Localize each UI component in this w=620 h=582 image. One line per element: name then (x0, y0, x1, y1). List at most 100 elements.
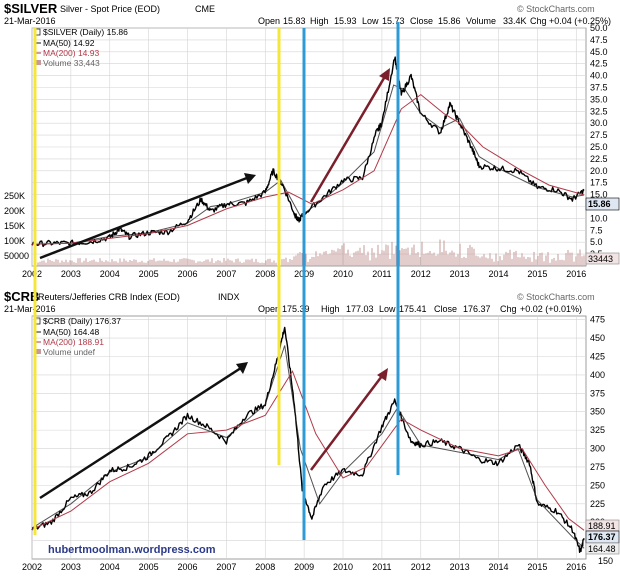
silver-high-label: High (310, 16, 329, 26)
crb-chg-value: +0.02 (+0.01%) (520, 304, 582, 314)
silver-volume-label: Volume (466, 16, 496, 26)
silver-y-tick-label: 5.0 (590, 237, 603, 247)
silver-x-tick-label: 2008 (255, 269, 275, 279)
crb-arrow-black (39, 362, 248, 500)
silver-gridlines (31, 27, 586, 266)
crb-quote: Open 175.39 High 177.03 Low 175.41 Close… (258, 304, 582, 314)
silver-x-tick-label: 2010 (333, 269, 353, 279)
silver-quote: Open 15.83 High 15.93 Low 15.73 Close 15… (258, 16, 611, 26)
crb-x-tick-label: 2011 (372, 562, 391, 572)
vertical-markers (33, 22, 400, 540)
silver-y-tick-label: 50.0 (590, 23, 608, 33)
crb-x-tick-label: 2014 (489, 562, 509, 572)
silver-arrow-red (309, 68, 390, 203)
crb-last-price-label: 176.37 (588, 532, 616, 542)
silver-last-price-label: 15.86 (588, 199, 611, 209)
silver-ma50-line (31, 84, 585, 245)
crb-y-tick-label: 375 (590, 388, 605, 398)
silver-legend-label: MA(200) 14.93 (43, 48, 99, 58)
crb-ma200-line (31, 370, 585, 531)
silver-y-tick-label: 32.5 (590, 106, 608, 116)
crb-legend-label: $CRB (Daily) 176.37 (43, 316, 121, 326)
silver-close-label: Close (410, 16, 433, 26)
silver-x-tick-label: 2007 (216, 269, 236, 279)
silver-y-tick-label: 27.5 (590, 130, 608, 140)
silver-arrow-red-shaft (309, 72, 389, 203)
crb-last-ma50-box (585, 542, 620, 555)
silver-vol-tick-label: 150K (4, 221, 25, 231)
silver-low-label: Low (362, 16, 379, 26)
crb-y-tick-label: 250 (590, 480, 605, 490)
crb-legend-swatch (35, 349, 41, 354)
silver-y-tick-label: 17.5 (590, 178, 608, 188)
silver-chg-value: +0.04 (+0.25%) (549, 16, 611, 26)
silver-x-tick-label: 2014 (489, 269, 509, 279)
crb-x-tick-label: 2010 (333, 562, 353, 572)
silver-volume-value: 33.4K (503, 16, 527, 26)
silver-last-volume-box (585, 252, 620, 265)
blog-watermark: hubertmoolman.wordpress.com (48, 544, 216, 556)
crb-date: 21-Mar-2016 (4, 304, 56, 314)
silver-y-tick-label: 10.0 (590, 213, 608, 223)
silver-exchange: CME (195, 4, 215, 14)
silver-y-tick-label: 25.0 (590, 142, 608, 152)
silver-vol-tick-label: 50000 (4, 251, 29, 261)
crb-arrow-black-shaft (39, 364, 245, 500)
crb-low-value: 175.41 (399, 304, 427, 314)
crb-arrow-black-head (236, 362, 248, 374)
silver-symbol: $SILVER (4, 1, 58, 16)
crb-open-value: 175.39 (282, 304, 310, 314)
silver-title: Silver - Spot Price (EOD) (60, 4, 160, 14)
silver-volume-bars (33, 239, 585, 266)
crb-y-tick-label: 450 (590, 333, 605, 343)
crb-low-label: Low (379, 304, 396, 314)
crb-x-tick-label: 2002 (22, 562, 42, 572)
crb-x-tick-label: 2007 (216, 562, 236, 572)
crb-arrow-red (310, 368, 388, 471)
crb-last-ma50-label: 164.48 (588, 544, 616, 554)
silver-arrow-black-shaft (39, 174, 253, 260)
silver-arrow-red-head (379, 68, 390, 81)
crb-watermark: © StockCharts.com (517, 292, 595, 302)
silver-watermark: © StockCharts.com (517, 4, 595, 14)
crb-legend-label: Volume undef (43, 347, 96, 357)
crb-x-tick-label: 2013 (450, 562, 470, 572)
crb-y-tick-label: 275 (590, 462, 605, 472)
silver-vol-tick-label: 250K (4, 191, 25, 201)
silver-x-tick-label: 2005 (139, 269, 159, 279)
crb-high-value: 177.03 (346, 304, 374, 314)
silver-x-axis: 2002200320042005200620072008200920102011… (22, 269, 586, 279)
crb-exchange: INDX (218, 292, 240, 302)
silver-low-value: 15.73 (382, 16, 405, 26)
silver-x-tick-label: 2016 (566, 269, 586, 279)
crb-high-label: High (321, 304, 340, 314)
silver-close-value: 15.86 (438, 16, 461, 26)
crb-close-value: 176.37 (463, 304, 491, 314)
silver-x-tick-label: 2013 (450, 269, 470, 279)
silver-y-tick-label: 30.0 (590, 118, 608, 128)
silver-y-tick-label: 7.5 (590, 225, 603, 235)
silver-x-tick-label: 2002 (22, 269, 42, 279)
crb-x-tick-label: 2009 (294, 562, 314, 572)
crb-close-label: Close (434, 304, 457, 314)
silver-y-tick-label: 47.5 (590, 35, 608, 45)
silver-legend-label: MA(50) 14.92 (43, 38, 95, 48)
crb-legend-label: MA(200) 188.91 (43, 337, 104, 347)
crb-arrow-red-shaft (310, 371, 386, 471)
silver-x-tick-label: 2012 (411, 269, 431, 279)
silver-x-tick-label: 2003 (61, 269, 81, 279)
silver-date: 21-Mar-2016 (4, 16, 56, 26)
silver-y-tick-label: 22.5 (590, 154, 608, 164)
silver-last-price-box (585, 197, 620, 211)
crb-y-tick-label: 225 (590, 499, 605, 509)
crb-title: Reuters/Jefferies CRB Index (EOD) (38, 292, 180, 302)
silver-x-tick-label: 2006 (177, 269, 197, 279)
silver-legend-label: $SILVER (Daily) 15.86 (43, 27, 128, 37)
silver-arrow-black (39, 173, 256, 260)
silver-high-value: 15.93 (334, 16, 357, 26)
crb-x-tick-label: 2016 (566, 562, 586, 572)
crb-x-tick-label: 2004 (100, 562, 120, 572)
